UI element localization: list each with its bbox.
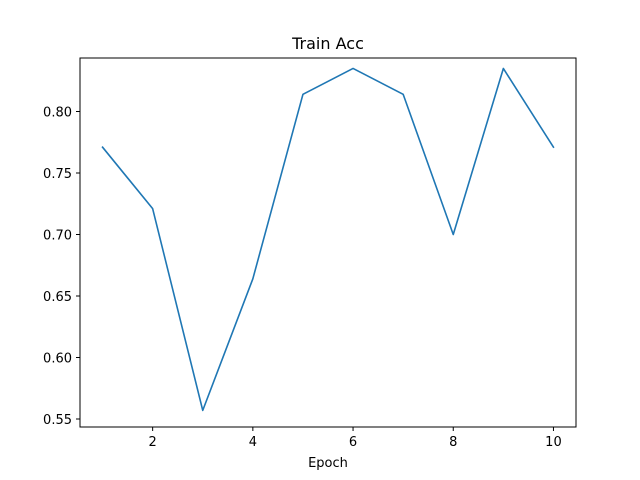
y-tick-label: 0.60 — [43, 352, 72, 367]
x-tick-label: 8 — [449, 435, 457, 450]
x-tick-label: 2 — [149, 435, 157, 450]
train-acc-series-line — [101, 67, 555, 412]
y-tick-label: 0.75 — [43, 167, 72, 182]
y-tick-label: 0.80 — [43, 106, 72, 121]
plot-area-frame — [79, 57, 577, 428]
x-axis-ticks: 2 4 6 8 10 — [149, 427, 562, 450]
x-tick-label: 10 — [545, 435, 562, 450]
chart-title: Train Acc — [291, 34, 364, 53]
x-tick-label: 6 — [349, 435, 357, 450]
y-tick-label: 0.65 — [43, 290, 72, 305]
y-axis-ticks: 0.55 0.60 0.65 0.70 0.75 0.80 — [43, 106, 80, 428]
x-tick-label: 4 — [249, 435, 257, 450]
y-tick-label: 0.55 — [43, 413, 72, 428]
x-axis-label: Epoch — [308, 456, 348, 471]
series-layer — [101, 67, 555, 412]
y-tick-label: 0.70 — [43, 229, 72, 244]
